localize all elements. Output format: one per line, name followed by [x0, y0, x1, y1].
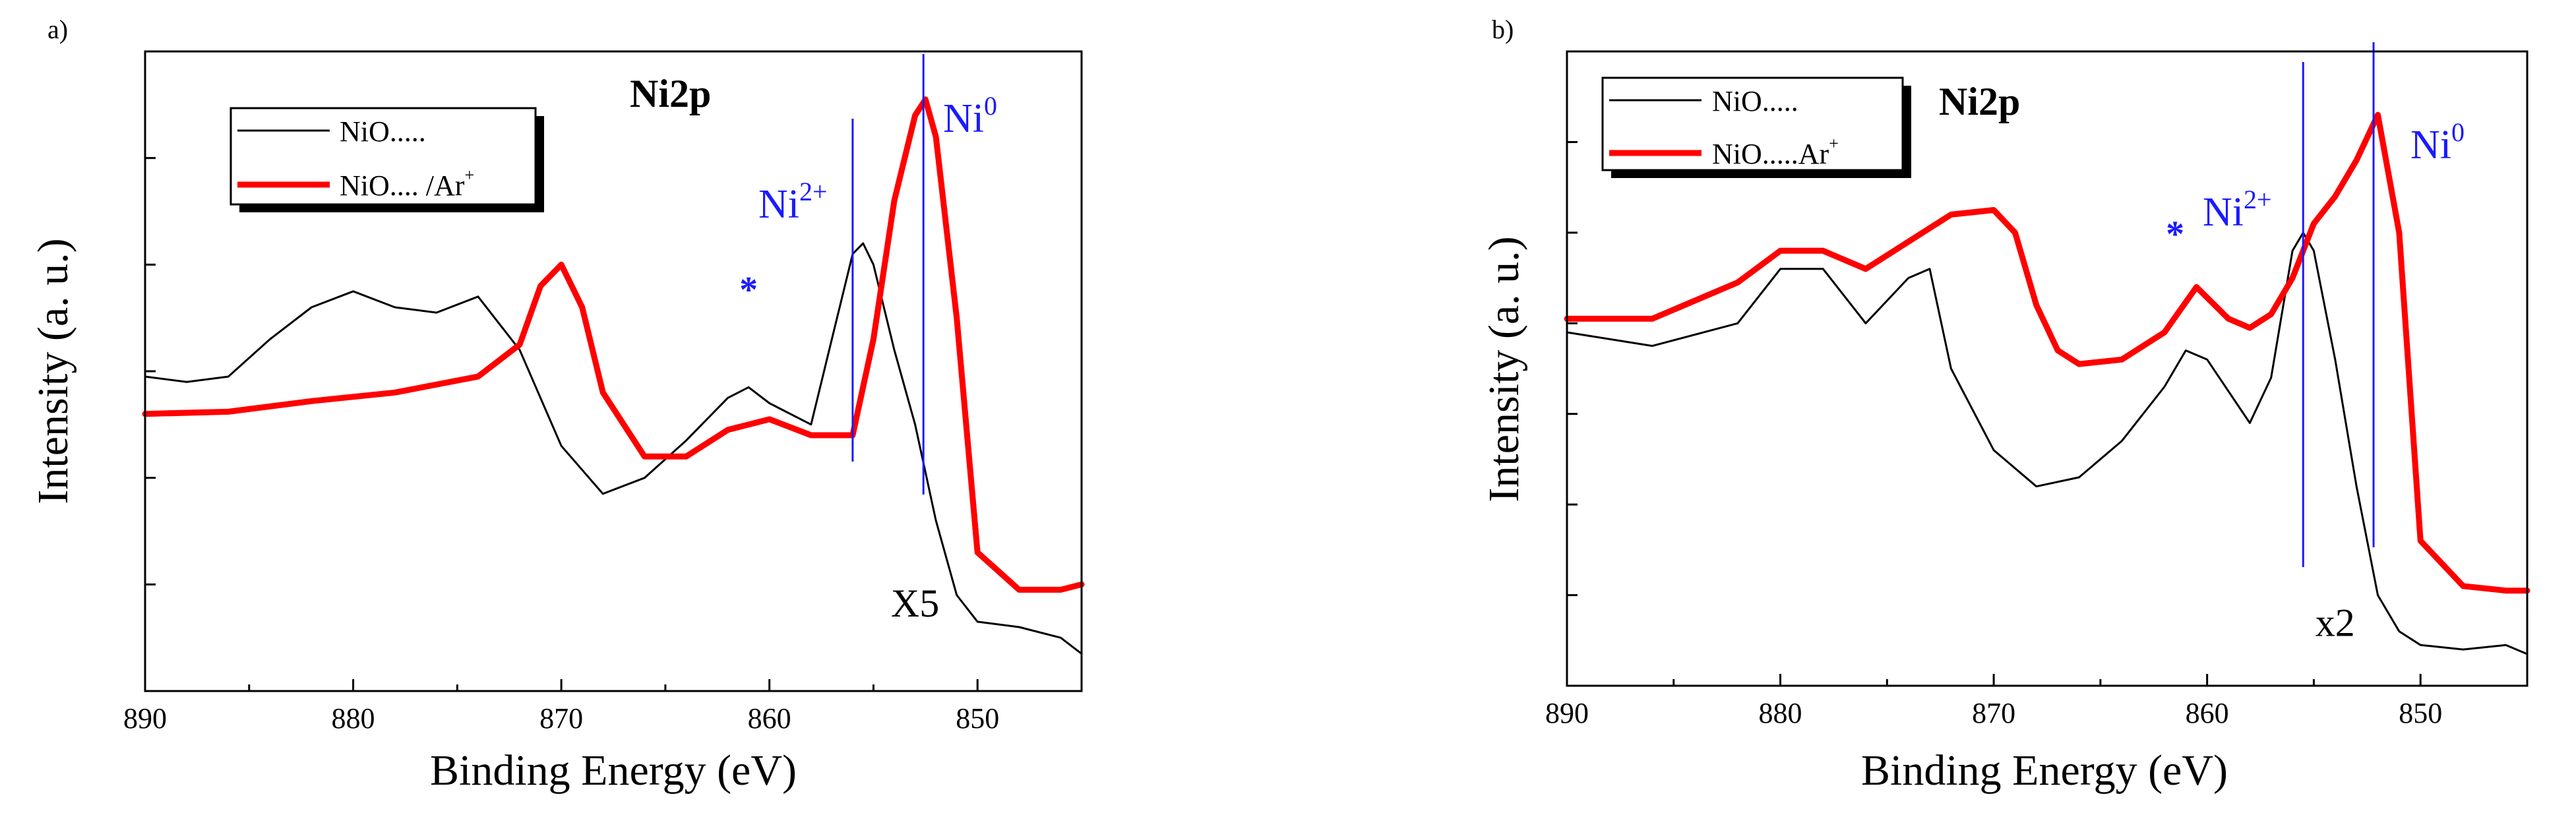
x-tick-label: 850 [956, 702, 999, 735]
reference-line-label-0: Ni2+ [758, 177, 828, 227]
scale-factor-label: X5 [891, 582, 939, 625]
scale-factor-label: x2 [2315, 601, 2355, 644]
legend-box [230, 107, 537, 206]
x-tick-label: 890 [1545, 697, 1589, 729]
series-line-1 [1564, 111, 2530, 594]
x-tick-label: 860 [2186, 697, 2229, 729]
x-tick-label: 850 [2399, 697, 2442, 729]
x-tick-label: 870 [1972, 697, 2015, 729]
satellite-marker: * [2166, 214, 2184, 255]
reference-line-label-1: Ni0 [2410, 117, 2465, 167]
legend-entry-1-superscript: + [1829, 134, 1839, 153]
legend-entry-0: NiO..... [340, 115, 426, 148]
x-axis-title: Binding Energy (eV) [1861, 746, 2228, 795]
series-line-0 [144, 242, 1083, 655]
chart-panel-a: a) 890 880 870 860 850 Binding Energy (eV) I… [29, 15, 1085, 795]
legend-entry-1: NiO.....Ar+ [1712, 134, 1839, 170]
reference-line-label-1: Ni0 [943, 91, 997, 141]
legend: NiO..... NiO.....Ar+ [1601, 76, 1911, 178]
y-axis-title: Intensity (a. u.) [1480, 236, 1528, 502]
panel-label: a) [47, 15, 68, 44]
series-line-1 [142, 96, 1085, 593]
x-tick-label: 870 [539, 702, 583, 735]
satellite-marker: * [739, 270, 758, 311]
chart-title: Ni2p [630, 72, 711, 115]
y-axis-title: Intensity (a. u.) [29, 238, 77, 504]
legend: NiO..... NiO.... /Ar+ [230, 107, 544, 212]
x-tick-label: 890 [123, 702, 167, 735]
chart-panel-b: b) 890 880 870 860 850 Binding Energy (eV) I… [1480, 15, 2530, 795]
panel-label: b) [1492, 15, 1514, 44]
legend-entry-1: NiO.... /Ar+ [340, 166, 474, 202]
x-axis-title: Binding Energy (eV) [430, 746, 797, 795]
legend-entry-1-superscript: + [464, 166, 474, 185]
series-line-0 [1566, 231, 2529, 655]
reference-line-label-0: Ni2+ [2203, 185, 2272, 235]
x-tick-label: 860 [748, 702, 791, 735]
chart-title: Ni2p [1939, 80, 2020, 123]
plot-frame [1566, 50, 2529, 687]
legend-entry-0: NiO..... [1712, 85, 1798, 117]
x-tick-label: 880 [332, 702, 375, 735]
x-tick-label: 880 [1759, 697, 1802, 729]
